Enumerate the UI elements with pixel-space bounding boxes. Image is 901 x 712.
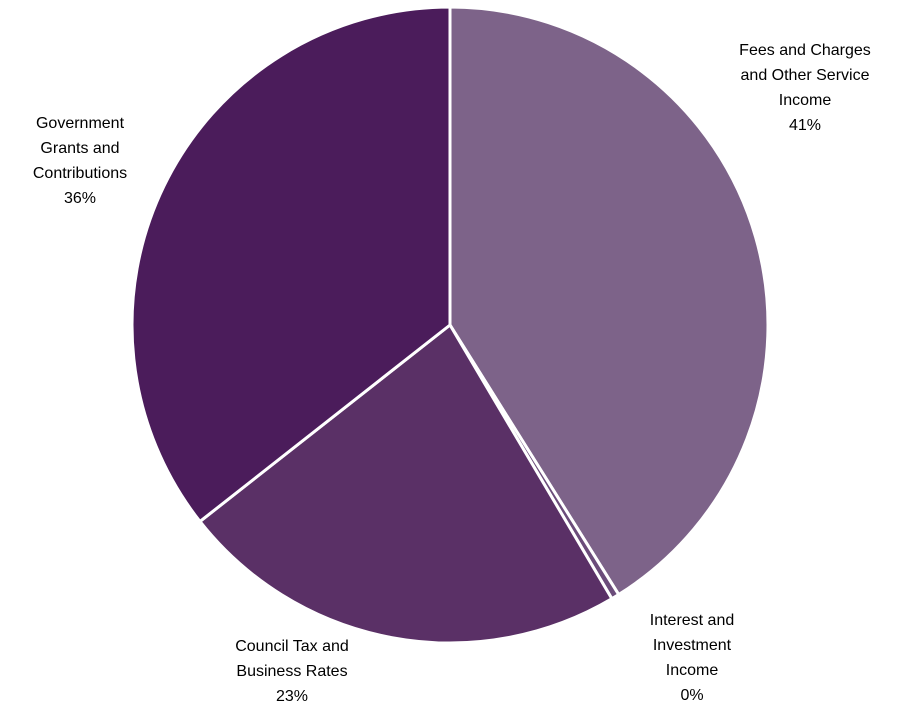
slice-label-line: Interest and [649,612,735,629]
slice-label-line: Government [35,115,125,132]
slice-label-interest-and-investment: Interest and Investment Income 0% [612,608,772,708]
slice-percent-label: 0% [680,687,704,704]
slice-label-line: Investment [652,637,732,654]
slice-percent-label: 41% [788,117,822,134]
slice-percent-label: 23% [275,688,309,705]
pie-slice-government-grants [130,5,452,524]
pie-slices [130,5,770,645]
slice-label-line: Business Rates [236,663,348,680]
slice-label-line: Council Tax and [235,638,349,655]
slice-label-line: Income [778,92,832,109]
slice-label-line: and Other Service [740,67,870,84]
slice-label-government-grants: Government Grants and Contributions 36% [5,111,155,211]
slice-percent-label: 36% [63,190,97,207]
slice-label-fees-and-charges: Fees and Charges and Other Service Incom… [715,38,895,138]
slice-label-line: Contributions [32,165,128,182]
slice-label-line: Income [665,662,719,679]
pie-slice-fees-and-charges [448,5,770,597]
pie-slice-council-tax [197,322,614,645]
slice-label-line: Grants and [40,140,120,157]
slice-label-line: Fees and Charges [739,42,871,59]
slice-label-council-tax: Council Tax and Business Rates 23% [212,634,372,709]
